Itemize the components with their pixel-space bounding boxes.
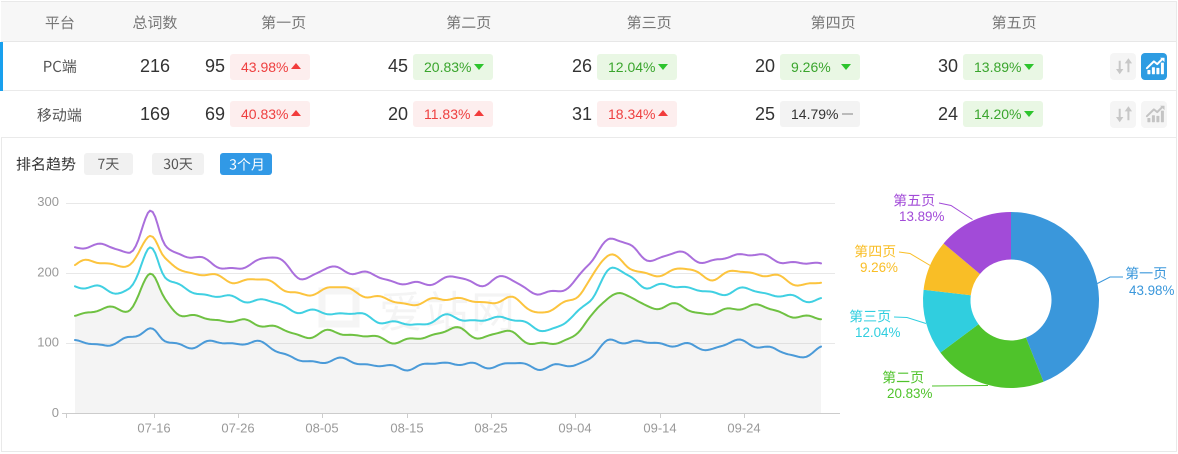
svg-text:12.04%: 12.04% (855, 325, 901, 340)
svg-text:08-15: 08-15 (390, 421, 423, 436)
svg-text:08-25: 08-25 (474, 421, 507, 436)
svg-text:20.83%: 20.83% (887, 386, 933, 401)
svg-text:08-05: 08-05 (305, 421, 338, 436)
svg-text:200: 200 (37, 265, 59, 280)
svg-text:13.89%: 13.89% (899, 209, 945, 224)
svg-text:09-04: 09-04 (558, 421, 591, 436)
svg-text:43.98%: 43.98% (1129, 283, 1175, 298)
svg-text:09-24: 09-24 (727, 421, 760, 436)
svg-text:100: 100 (37, 335, 59, 350)
svg-text:300: 300 (37, 194, 59, 209)
svg-text:0: 0 (52, 405, 59, 420)
svg-text:07-16: 07-16 (137, 421, 170, 436)
svg-text:07-26: 07-26 (221, 421, 254, 436)
svg-text:09-14: 09-14 (643, 421, 676, 436)
svg-text:9.26%: 9.26% (860, 260, 898, 275)
